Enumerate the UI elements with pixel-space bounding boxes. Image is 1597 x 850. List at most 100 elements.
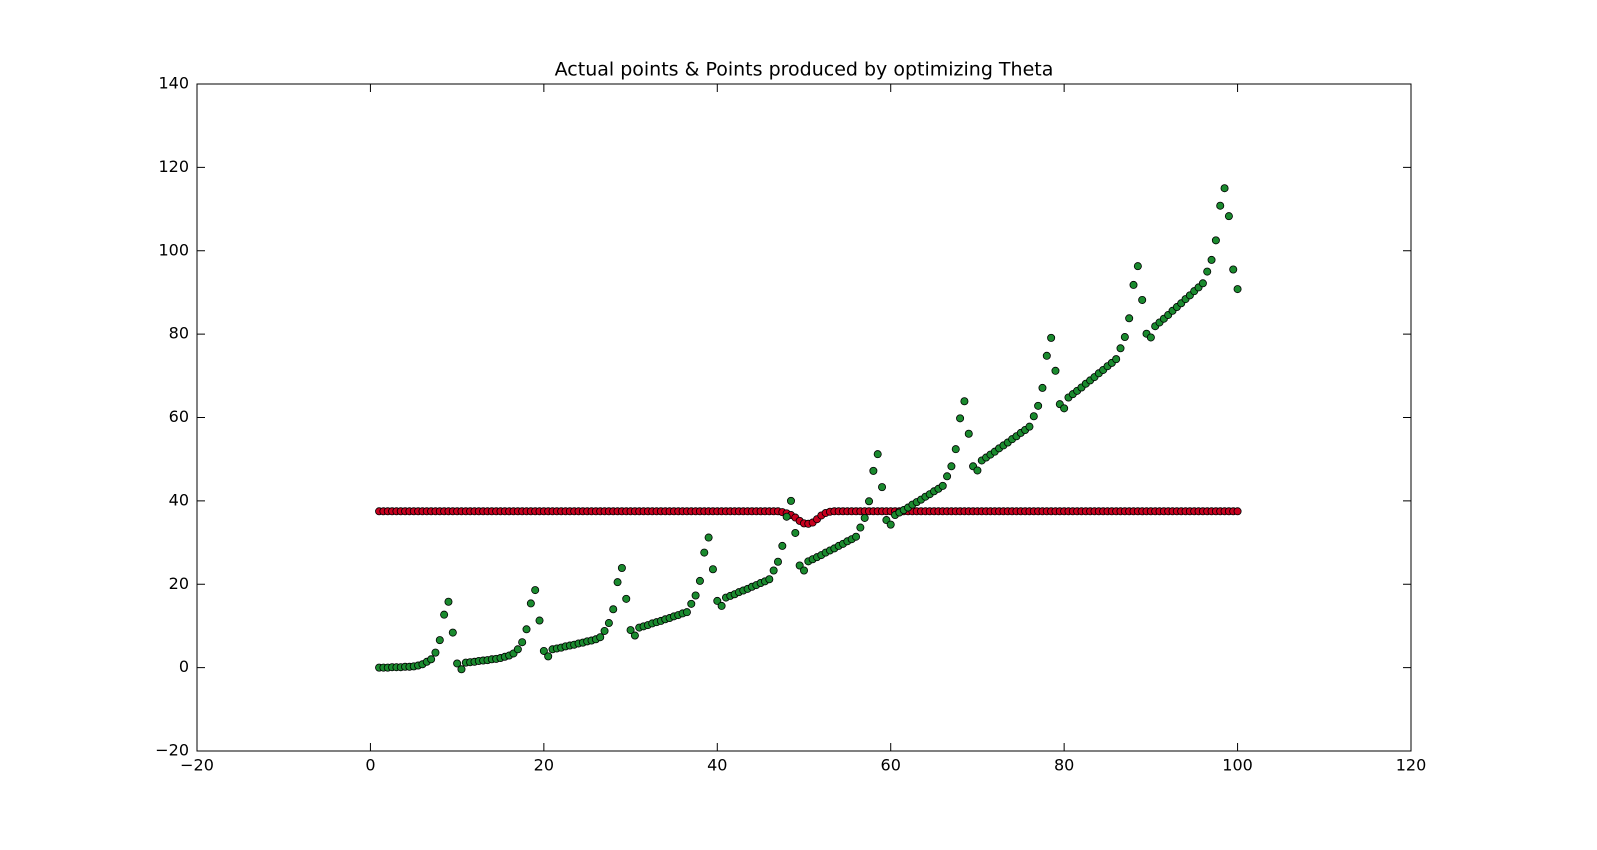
point [1233, 507, 1242, 516]
point [1207, 255, 1216, 264]
point [873, 450, 882, 459]
point [513, 645, 522, 654]
point [886, 520, 895, 529]
point [596, 633, 605, 642]
point [704, 533, 713, 542]
x-tick-label: 0 [365, 756, 375, 775]
point [773, 557, 782, 566]
point [604, 619, 613, 628]
point [1133, 262, 1142, 271]
point [457, 665, 466, 674]
point [448, 628, 457, 637]
point [613, 578, 622, 587]
point [1198, 279, 1207, 288]
point [713, 596, 722, 605]
point [951, 445, 960, 454]
point [431, 648, 440, 657]
point [1034, 401, 1043, 410]
point [1120, 333, 1129, 342]
point [765, 575, 774, 584]
point [878, 483, 887, 492]
point [856, 523, 865, 532]
point [795, 561, 804, 570]
point [535, 616, 544, 625]
point [682, 608, 691, 617]
point [435, 636, 444, 645]
point [1138, 295, 1147, 304]
x-tick-label: −20 [180, 756, 214, 775]
point [1224, 212, 1233, 221]
x-tick-label: 60 [881, 756, 901, 775]
point [518, 638, 527, 647]
point [1203, 267, 1212, 276]
point [617, 563, 626, 572]
point [800, 566, 809, 575]
point [938, 481, 947, 490]
point [544, 652, 553, 661]
point [1211, 236, 1220, 245]
y-tick-label: 20 [169, 574, 189, 593]
chart-title: Actual points & Points produced by optim… [555, 59, 1054, 81]
point [526, 599, 535, 608]
point [427, 655, 436, 664]
point [865, 497, 874, 506]
point [691, 591, 700, 600]
point [700, 548, 709, 557]
point [1025, 422, 1034, 431]
point [786, 496, 795, 505]
x-tick-label: 120 [1396, 756, 1427, 775]
point [769, 566, 778, 575]
point [522, 625, 531, 634]
y-tick-label: 60 [169, 407, 189, 426]
y-tick-label: 120 [158, 157, 189, 176]
point [1029, 412, 1038, 421]
point [778, 541, 787, 550]
x-tick-label: 40 [707, 756, 727, 775]
point [973, 466, 982, 475]
point [453, 659, 462, 668]
point [947, 462, 956, 471]
point [622, 594, 631, 603]
point [695, 576, 704, 585]
point [1233, 285, 1242, 294]
y-tick-label: 0 [179, 657, 189, 676]
point [1146, 333, 1155, 342]
point [869, 466, 878, 475]
y-tick-label: 100 [158, 240, 189, 259]
point [531, 586, 540, 595]
point [609, 605, 618, 614]
point [717, 601, 726, 610]
point [1038, 383, 1047, 392]
point [1116, 344, 1125, 353]
point [1125, 314, 1134, 323]
x-tick-label: 100 [1222, 756, 1253, 775]
point [1220, 184, 1229, 193]
point [630, 631, 639, 640]
point [943, 472, 952, 481]
x-tick-label: 80 [1054, 756, 1074, 775]
point [1047, 333, 1056, 342]
point [708, 565, 717, 574]
y-tick-label: −20 [155, 741, 189, 760]
point [1051, 366, 1060, 375]
y-tick-label: 40 [169, 490, 189, 509]
point [687, 599, 696, 608]
point [860, 513, 869, 522]
point [1042, 351, 1051, 360]
point [1216, 201, 1225, 210]
point [852, 532, 861, 541]
point [956, 414, 965, 423]
point [539, 646, 548, 655]
point [791, 528, 800, 537]
point [440, 610, 449, 619]
point [964, 429, 973, 438]
point [782, 512, 791, 521]
y-tick-label: 140 [158, 74, 189, 93]
point [960, 397, 969, 406]
point [626, 626, 635, 635]
point [444, 597, 453, 606]
point [1129, 280, 1138, 289]
point [1060, 404, 1069, 413]
point [1112, 355, 1121, 364]
